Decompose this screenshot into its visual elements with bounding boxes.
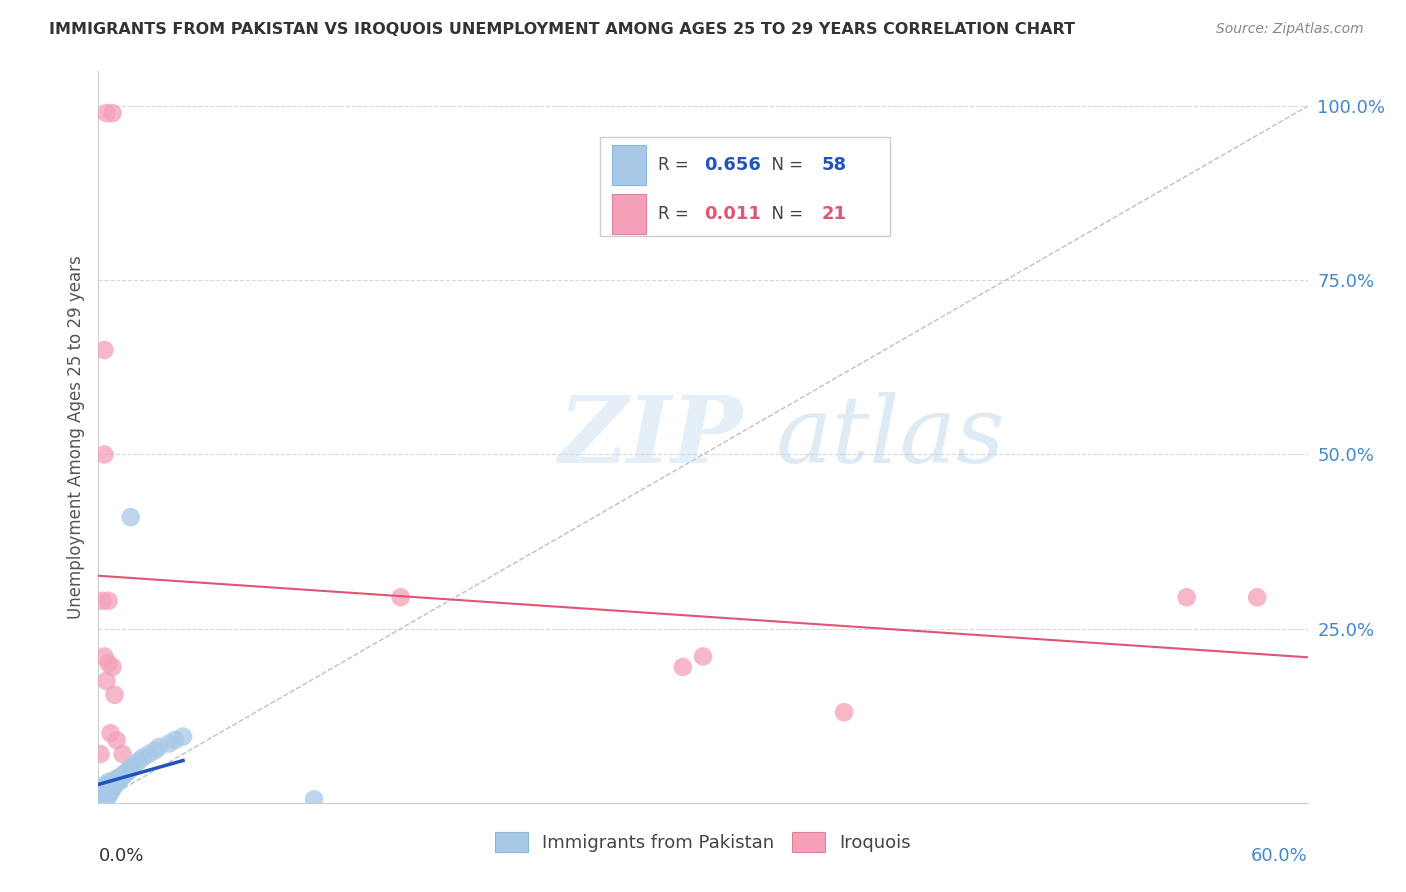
Point (1246, 591, 1268, 605)
Text: 0.0%: 0.0% (98, 847, 143, 864)
Point (96, 778, 118, 792)
Point (118, 764, 141, 779)
Point (93, 778, 115, 792)
Text: R =: R = (658, 205, 695, 223)
Point (120, 761, 142, 775)
Point (96, 106, 118, 120)
Point (100, 781, 122, 796)
Point (91, 792, 114, 806)
Point (89, 788, 111, 802)
Point (91, 785, 114, 799)
Point (128, 754, 150, 768)
Point (101, 106, 124, 120)
Text: IMMIGRANTS FROM PAKISTAN VS IROQUOIS UNEMPLOYMENT AMONG AGES 25 TO 29 YEARS CORR: IMMIGRANTS FROM PAKISTAN VS IROQUOIS UNE… (49, 22, 1076, 37)
Point (672, 660, 695, 674)
Point (111, 747, 134, 761)
Point (91, 790, 114, 805)
Point (97, 785, 120, 799)
Point (96, 789, 118, 803)
Point (91, 781, 114, 796)
Point (105, 733, 128, 747)
Point (115, 764, 138, 779)
Point (93, 448, 115, 462)
Text: 0.656: 0.656 (704, 156, 761, 174)
Point (97, 657, 120, 671)
Point (389, 591, 412, 605)
Text: R =: R = (658, 156, 695, 174)
Point (101, 660, 124, 674)
Point (89, 792, 111, 806)
Point (93, 792, 115, 806)
FancyBboxPatch shape (613, 145, 647, 185)
Point (132, 750, 155, 764)
Point (302, 792, 325, 806)
Point (97, 789, 120, 803)
Point (103, 688, 125, 702)
Point (89, 792, 111, 806)
Point (832, 705, 855, 719)
Point (91, 789, 114, 803)
Point (97, 775, 120, 789)
Point (107, 772, 129, 786)
Text: Source: ZipAtlas.com: Source: ZipAtlas.com (1216, 22, 1364, 37)
Point (138, 747, 160, 761)
Point (91, 792, 114, 806)
Point (100, 726, 122, 740)
Point (89, 790, 111, 805)
Point (93, 649, 115, 664)
Point (107, 775, 129, 789)
Point (143, 743, 166, 757)
Point (692, 649, 714, 664)
Text: 60.0%: 60.0% (1251, 847, 1308, 864)
Point (124, 757, 146, 772)
Point (157, 737, 180, 751)
Text: ZIP: ZIP (558, 392, 742, 482)
Point (96, 673, 118, 688)
Point (89, 785, 111, 799)
Point (96, 792, 118, 806)
Point (103, 778, 125, 792)
Point (100, 785, 122, 799)
Point (1175, 591, 1198, 605)
Point (97, 594, 120, 608)
Point (93, 343, 115, 357)
Point (111, 768, 134, 782)
Legend: Immigrants from Pakistan, Iroquois: Immigrants from Pakistan, Iroquois (488, 824, 918, 860)
Text: 58: 58 (821, 156, 846, 174)
Point (110, 772, 132, 786)
Point (93, 781, 115, 796)
Point (97, 778, 120, 792)
Text: 0.011: 0.011 (704, 205, 761, 223)
Text: N =: N = (761, 156, 808, 174)
Point (101, 781, 124, 796)
Point (96, 781, 118, 796)
Point (105, 775, 128, 789)
Point (101, 775, 124, 789)
Point (91, 788, 114, 802)
Point (148, 740, 170, 755)
Text: 21: 21 (821, 205, 846, 223)
Y-axis label: Unemployment Among Ages 25 to 29 years: Unemployment Among Ages 25 to 29 years (66, 255, 84, 619)
Text: N =: N = (761, 205, 808, 223)
Point (105, 772, 128, 786)
FancyBboxPatch shape (613, 194, 647, 235)
Point (96, 785, 118, 799)
Text: atlas: atlas (776, 392, 1005, 482)
Point (163, 733, 186, 747)
Point (100, 778, 122, 792)
Point (103, 775, 125, 789)
Point (89, 747, 111, 761)
Point (93, 789, 115, 803)
Point (89, 789, 111, 803)
FancyBboxPatch shape (600, 137, 890, 235)
Point (101, 778, 124, 792)
Point (172, 730, 194, 744)
Point (114, 768, 136, 782)
Point (93, 785, 115, 799)
Point (97, 781, 120, 796)
Point (120, 510, 142, 524)
Point (91, 594, 114, 608)
Point (93, 790, 115, 805)
